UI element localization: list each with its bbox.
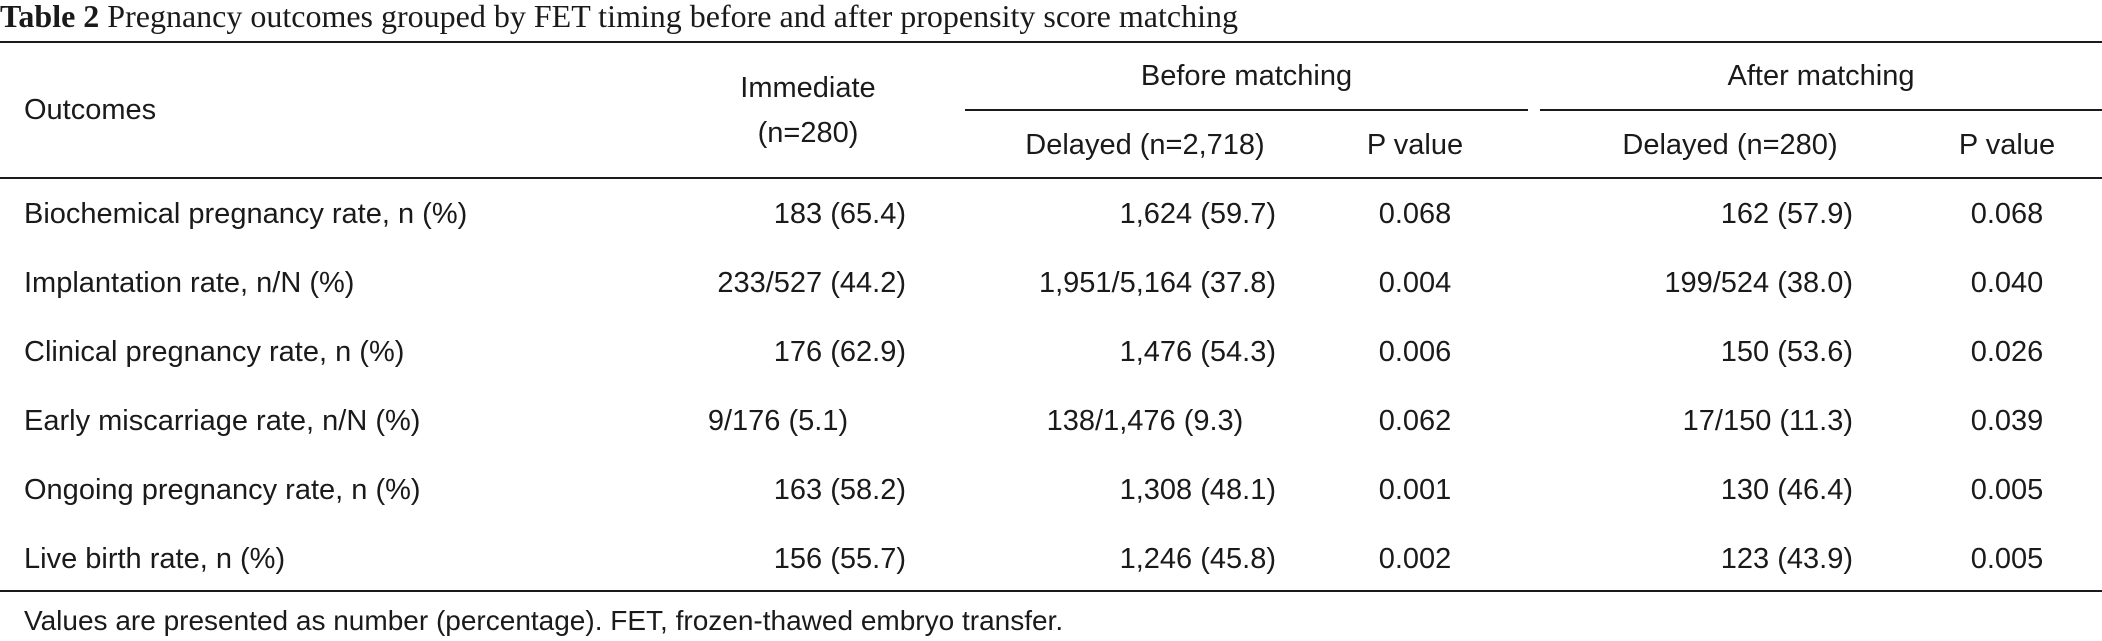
table-top-rule <box>0 41 2102 43</box>
after-delayed-value: 162 (57.9) <box>1720 198 1853 230</box>
after-p-value: 0.068 <box>1970 198 2044 230</box>
before-delayed-value: 1,476 (54.3) <box>1119 336 1276 368</box>
header-immediate: Immediate <box>740 72 876 104</box>
header-outcomes: Outcomes <box>24 94 157 126</box>
after-matching-rule <box>1540 109 2102 111</box>
before-p-value: 0.002 <box>1378 543 1452 575</box>
table-caption: Table 2 Pregnancy outcomes grouped by FE… <box>0 0 1238 40</box>
before-delayed-value: 138/1,476 (9.3) <box>1046 405 1244 437</box>
immediate-value: 9/176 (5.1) <box>707 405 849 437</box>
immediate-value: 163 (58.2) <box>773 474 906 506</box>
after-delayed-value: 199/524 (38.0) <box>1664 267 1853 299</box>
header-before-p-value: P value <box>1366 129 1464 161</box>
after-p-value: 0.040 <box>1970 267 2044 299</box>
after-p-value: 0.039 <box>1970 405 2044 437</box>
before-delayed-value: 1,308 (48.1) <box>1119 474 1276 506</box>
outcome-name: Implantation rate, n/N (%) <box>24 267 355 299</box>
header-before-matching: Before matching <box>1140 60 1353 92</box>
after-delayed-value: 123 (43.9) <box>1720 543 1853 575</box>
table-label: Table 2 <box>0 0 100 34</box>
before-matching-rule <box>965 109 1528 111</box>
immediate-value: 233/527 (44.2) <box>717 267 906 299</box>
immediate-value: 156 (55.7) <box>773 543 906 575</box>
after-delayed-value: 150 (53.6) <box>1720 336 1853 368</box>
before-p-value: 0.006 <box>1378 336 1452 368</box>
immediate-value: 176 (62.9) <box>773 336 906 368</box>
before-p-value: 0.068 <box>1378 198 1452 230</box>
before-p-value: 0.001 <box>1378 474 1452 506</box>
header-after-matching: After matching <box>1727 60 1915 92</box>
table-bottom-rule <box>0 590 2102 592</box>
before-delayed-value: 1,951/5,164 (37.8) <box>1038 267 1276 299</box>
after-p-value: 0.005 <box>1970 474 2044 506</box>
header-before-delayed: Delayed (n=2,718) <box>1025 129 1265 161</box>
outcome-name: Biochemical pregnancy rate, n (%) <box>24 198 468 230</box>
before-delayed-value: 1,624 (59.7) <box>1119 198 1276 230</box>
header-immediate-n: (n=280) <box>757 117 859 149</box>
after-p-value: 0.005 <box>1970 543 2044 575</box>
outcome-name: Ongoing pregnancy rate, n (%) <box>24 474 421 506</box>
after-p-value: 0.026 <box>1970 336 2044 368</box>
outcome-name: Live birth rate, n (%) <box>24 543 286 575</box>
before-delayed-value: 1,246 (45.8) <box>1119 543 1276 575</box>
after-delayed-value: 130 (46.4) <box>1720 474 1853 506</box>
outcome-name: Early miscarriage rate, n/N (%) <box>24 405 421 437</box>
before-p-value: 0.004 <box>1378 267 1452 299</box>
header-bottom-rule <box>0 177 2102 179</box>
header-after-p-value: P value <box>1958 129 2056 161</box>
outcome-name: Clinical pregnancy rate, n (%) <box>24 336 405 368</box>
table-title: Pregnancy outcomes grouped by FET timing… <box>107 0 1238 34</box>
header-after-delayed: Delayed (n=280) <box>1622 129 1838 161</box>
before-p-value: 0.062 <box>1378 405 1452 437</box>
immediate-value: 183 (65.4) <box>773 198 906 230</box>
after-delayed-value: 17/150 (11.3) <box>1682 405 1853 437</box>
table-footnote: Values are presented as number (percenta… <box>24 605 1064 636</box>
